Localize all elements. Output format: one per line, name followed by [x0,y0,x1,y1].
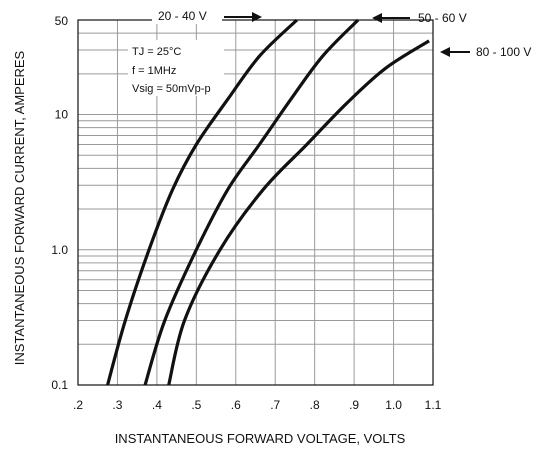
series-label-80-100: 80 - 100 V [476,45,531,59]
y-tick-label: 50 [55,14,69,28]
y-tick-labels: 0.1 1.0 10 50 [51,14,68,392]
condition-temperature: TJ = 25°C [132,46,181,58]
label-bg-20-40 [152,6,222,24]
condition-vsig: Vsig = 50mVp-p [132,83,211,95]
x-tick-label: .7 [270,398,280,412]
x-tick-label: .5 [191,398,201,412]
y-tick-label: 0.1 [51,378,68,392]
y-tick-label: 1.0 [51,243,68,257]
arrow-head-80-100 [440,47,450,57]
x-tick-label: .4 [152,398,162,412]
y-axis-title: INSTANTANEOUS FORWARD CURRENT, AMPERES [12,50,27,365]
series-line-20-40V [106,18,299,386]
conditions-box-bg [128,40,224,96]
condition-frequency: f = 1MHz [132,65,176,77]
x-tick-label: .9 [349,398,359,412]
series-line-50-60V [143,18,360,386]
x-tick-labels: .2 .3 .4 .5 .6 .7 .8 .9 1.0 1.1 [73,398,442,412]
arrow-head-50-60 [372,13,382,23]
x-axis-title: INSTANTANEOUS FORWARD VOLTAGE, VOLTS [115,431,406,446]
x-tick-label: 1.0 [385,398,402,412]
arrow-head-20-40 [252,12,262,22]
series-label-50-60: 50 - 60 V [418,11,467,25]
x-tick-label: .6 [231,398,241,412]
x-tick-label: .8 [310,398,320,412]
series-label-20-40: 20 - 40 V [158,9,207,23]
x-tick-label: 1.1 [425,398,442,412]
series-line-80-100V [167,39,430,386]
y-tick-label: 10 [55,108,69,122]
curve-layer [106,18,430,386]
x-tick-label: .2 [73,398,83,412]
grid-layer [77,19,434,386]
x-tick-label: .3 [112,398,122,412]
